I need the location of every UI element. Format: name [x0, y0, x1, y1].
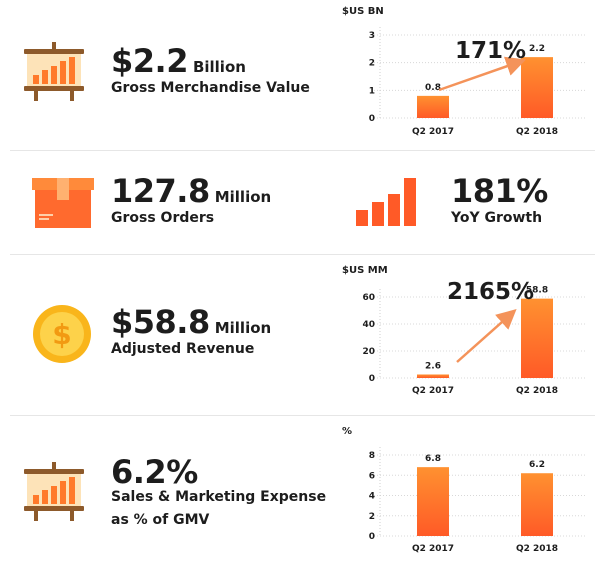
x-category-label: Q2 2017 [412, 127, 454, 137]
bar-value-label: 58.8 [526, 286, 548, 296]
sm-label-line-2: as % of GMV [111, 512, 210, 528]
growth-annotation: 171% [455, 38, 526, 64]
x-category-label: Q2 2018 [516, 544, 558, 554]
y-tick-label: 3 [369, 31, 375, 41]
y-tick-label: 0 [369, 532, 375, 542]
row-divider [10, 415, 595, 416]
revenue-unit: Million [214, 319, 272, 337]
bar [417, 374, 449, 378]
y-tick-label: 1 [369, 86, 375, 96]
growth-arrow [456, 309, 517, 363]
bar [417, 467, 449, 536]
y-tick-label: 8 [369, 451, 375, 461]
row-divider [10, 254, 595, 255]
bar-value-label: 6.2 [529, 460, 545, 470]
gmv-unit: Billion [192, 58, 246, 76]
growth-icon-bar [388, 194, 400, 226]
presentation-chart-icon [22, 42, 86, 106]
orders-value: 127.8 Million [111, 172, 272, 210]
sm-label-line-1: Sales & Marketing Expense [111, 489, 327, 505]
orders-unit: Million [214, 188, 272, 206]
growth-annotation: 2165% [447, 279, 534, 305]
y-tick-label: 20 [362, 347, 375, 357]
y-tick-label: 60 [362, 293, 375, 303]
bar [417, 95, 449, 118]
x-category-label: Q2 2017 [412, 386, 454, 396]
sm-value: 6.2% [111, 453, 198, 491]
bar-value-label: 2.2 [529, 44, 545, 54]
chart-unit-label: $US BN [342, 6, 384, 17]
y-tick-label: 2 [369, 59, 375, 69]
y-tick-label: 4 [369, 492, 375, 502]
svg-text:$: $ [52, 318, 71, 351]
gmv-value: $2.2 Billion [111, 42, 246, 80]
y-tick-label: 2 [369, 512, 375, 522]
growth-icon-bar [356, 210, 368, 226]
x-category-label: Q2 2018 [516, 386, 558, 396]
sm-bar-chart: % 0 2 4 6 8 6.8 Q2 2017 6.2 Q2 2018 [342, 426, 587, 554]
gmv-bar-chart: $US BN 0 1 2 3 0.8 Q2 2017 2.2 Q2 2018 171% [342, 6, 587, 137]
growth-label: YoY Growth [451, 210, 543, 226]
x-category-label: Q2 2018 [516, 127, 558, 137]
growth-arrow [438, 56, 527, 92]
bar-value-label: 6.8 [425, 454, 441, 464]
bar [521, 473, 553, 536]
bar-value-label: 0.8 [425, 83, 441, 93]
growth-value: 181% [451, 172, 548, 210]
package-box-icon [32, 178, 94, 232]
chart-unit-label: $US MM [342, 265, 388, 276]
row-divider [10, 150, 595, 151]
gmv-label: Gross Merchandise Value [111, 80, 310, 96]
y-tick-label: 40 [362, 320, 375, 330]
bar-value-label: 2.6 [425, 361, 441, 371]
bar-growth-icon [356, 176, 418, 230]
y-tick-label: 0 [369, 374, 375, 384]
bar [521, 298, 553, 378]
y-tick-label: 0 [369, 114, 375, 124]
revenue-label: Adjusted Revenue [111, 341, 255, 357]
bar [521, 57, 553, 118]
y-tick-label: 6 [369, 471, 375, 481]
dollar-coin-icon: $ [32, 304, 92, 368]
chart-unit-label: % [342, 426, 352, 437]
presentation-chart-icon [22, 462, 86, 526]
revenue-value: $58.8 Million [111, 303, 272, 341]
revenue-bar-chart: $US MM 0 20 40 60 2.6 Q2 2017 58.8 Q2 2018 2165% [342, 265, 587, 396]
growth-icon-bar [372, 202, 384, 226]
orders-label: Gross Orders [111, 210, 215, 226]
x-category-label: Q2 2017 [412, 544, 454, 554]
growth-icon-bar [404, 178, 416, 226]
